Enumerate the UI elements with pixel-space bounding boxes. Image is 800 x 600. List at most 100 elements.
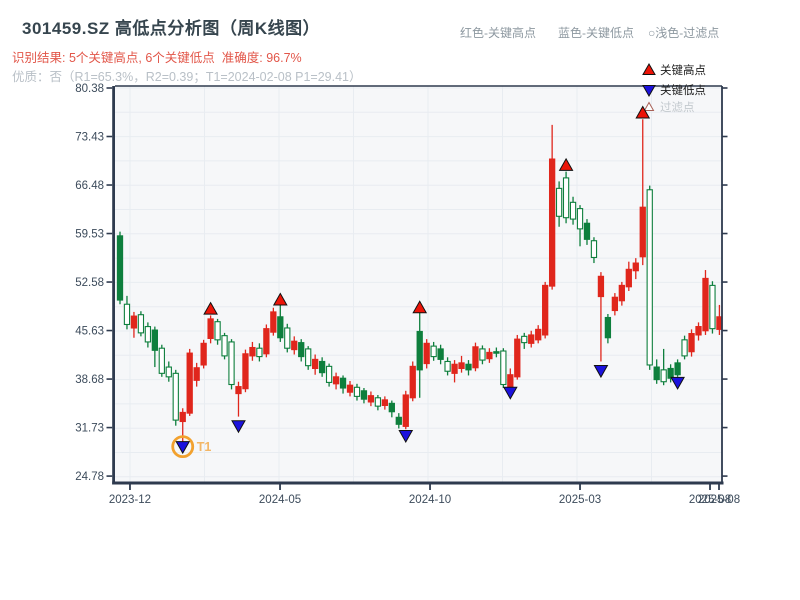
candle-body	[611, 296, 619, 312]
candle-body	[137, 314, 145, 334]
candle-body	[451, 363, 458, 374]
candle-body	[346, 384, 354, 393]
candle-body	[416, 330, 423, 371]
candle-body	[444, 360, 451, 372]
candle-body	[660, 369, 667, 383]
candle-body	[507, 374, 514, 388]
candle-body	[493, 351, 500, 354]
candle-body	[604, 316, 612, 339]
candle-body	[576, 208, 584, 230]
candle-body	[702, 277, 709, 332]
candle-body	[653, 366, 660, 381]
candle-body	[437, 348, 444, 360]
candle-body	[395, 416, 402, 425]
candle-body	[597, 275, 605, 298]
candle-body	[535, 328, 542, 341]
key-low-marker	[593, 365, 609, 379]
key-high-triangle-icon	[642, 62, 656, 75]
axis-spine-left	[112, 86, 115, 485]
candle-body	[256, 347, 263, 358]
candle-body	[242, 353, 249, 390]
candle-body	[332, 376, 340, 385]
candle-body	[709, 284, 716, 330]
candle-body	[263, 328, 270, 355]
candle-body	[235, 386, 242, 395]
candle-body	[542, 284, 549, 336]
header-legend-key-high: 红色-关键高点	[460, 26, 536, 40]
chart-legend-label: 过滤点	[660, 101, 695, 114]
candle-body	[158, 347, 165, 374]
header-legend-filter: ○浅色-过滤点	[648, 26, 720, 40]
candle-body	[193, 367, 200, 381]
candle-body	[207, 318, 214, 339]
candle-body	[681, 339, 688, 357]
candle-body	[423, 342, 430, 365]
candle-body	[228, 341, 235, 386]
candle-body	[130, 315, 138, 329]
page-title: 301459.SZ 高低点分析图（周K线图）	[22, 19, 321, 38]
candle-body	[548, 158, 556, 287]
chart-legend-label: 关键低点	[660, 83, 706, 97]
candle-body	[144, 326, 152, 343]
candle-body	[674, 362, 681, 376]
candle-body	[688, 333, 695, 353]
candle-body	[339, 377, 347, 389]
candle-body	[312, 358, 319, 370]
candle-body	[667, 367, 674, 379]
chart-legend-label: 关键高点	[660, 63, 706, 77]
t1-label: T1	[197, 440, 212, 454]
key-high-marker	[412, 300, 428, 314]
axis-tick-label: 45.63	[75, 326, 104, 338]
candle-body	[618, 284, 625, 302]
candle-body	[374, 397, 382, 407]
key-low-marker	[231, 420, 246, 434]
candle-body	[521, 335, 528, 344]
candle-body	[381, 399, 389, 407]
candle-body	[569, 201, 577, 220]
candle-body	[318, 360, 326, 374]
candle-body	[409, 365, 416, 399]
axis-tick-label: 80.38	[75, 83, 104, 95]
candle-body	[214, 321, 221, 341]
key-low-marker	[398, 429, 414, 443]
candle-body	[479, 348, 486, 361]
axis-tick-label: 2025-08	[698, 494, 740, 506]
candle-body	[555, 187, 563, 217]
axis-tick-label: 2024-05	[259, 494, 301, 506]
candle-body	[458, 362, 465, 370]
candle-body	[360, 390, 368, 400]
candle-body	[465, 363, 472, 371]
candle-body	[402, 394, 409, 427]
candle-body	[590, 240, 598, 259]
recognition-result-line: 识别结果: 5个关键高点, 6个关键低点 准确度: 96.7%	[12, 51, 302, 65]
candle-body	[277, 316, 284, 339]
candle-body	[325, 365, 333, 383]
axis-tick-label: 2025-03	[559, 494, 601, 506]
candle-body	[291, 340, 298, 351]
candle-body	[221, 335, 228, 357]
candle-body	[179, 411, 186, 423]
candle-body	[583, 222, 591, 240]
candle-body	[305, 348, 312, 367]
candle-body	[284, 327, 291, 349]
key-high-marker	[558, 157, 574, 171]
candle-body	[486, 351, 493, 360]
axis-tick-label: 2025-08	[689, 494, 731, 506]
candle-body	[639, 206, 646, 258]
candle-body	[165, 366, 172, 378]
key-high-marker	[203, 301, 218, 315]
key-low-marker	[502, 386, 518, 400]
candle-body	[116, 235, 124, 301]
candle-body	[298, 342, 305, 358]
key-low-marker	[175, 441, 191, 455]
candle-body	[500, 350, 507, 386]
candle-body	[123, 303, 131, 326]
candle-body	[625, 268, 632, 288]
axis-tick-label: 38.68	[75, 374, 104, 386]
axis-spine-bottom	[112, 481, 724, 485]
candle-body	[695, 326, 702, 336]
candle-body	[151, 329, 158, 351]
candle-body	[249, 346, 256, 357]
plot-background	[115, 86, 722, 483]
candle-body	[514, 338, 521, 378]
